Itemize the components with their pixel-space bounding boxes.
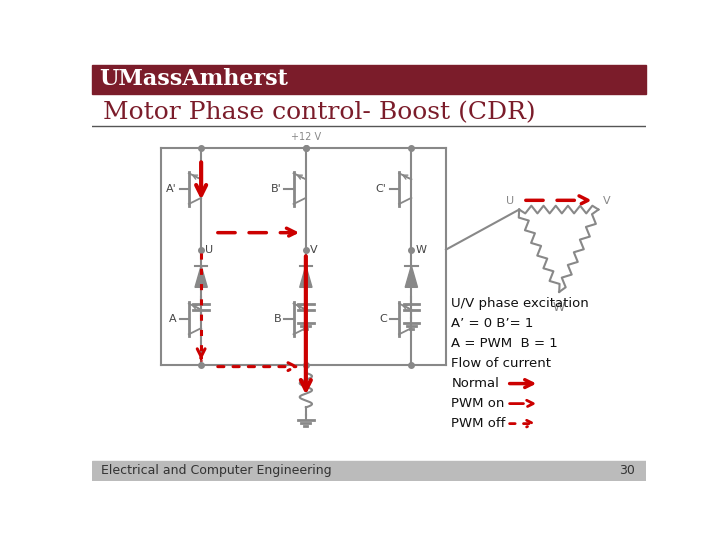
Text: V: V [310,245,318,254]
Text: A’ = 0 B’= 1: A’ = 0 B’= 1 [451,317,534,330]
Text: Normal: Normal [451,377,499,390]
Text: UMassAmherst: UMassAmherst [99,69,289,90]
Text: B': B' [271,184,282,194]
Text: U: U [506,195,515,206]
Text: W: W [553,301,565,314]
Text: A = PWM  B = 1: A = PWM B = 1 [451,337,558,350]
Text: 30: 30 [618,464,634,477]
Text: A: A [169,314,176,324]
Text: U/V phase excitation: U/V phase excitation [451,297,589,310]
Bar [92,65,647,94]
Text: B: B [274,314,282,324]
Text: U: U [205,245,213,254]
Text: PWM off: PWM off [451,417,505,430]
Text: W: W [415,245,426,254]
Text: C': C' [376,184,387,194]
Text: Motor Phase control- Boost (CDR): Motor Phase control- Boost (CDR) [104,101,536,124]
Polygon shape [300,266,312,287]
Text: Flow of current: Flow of current [451,357,552,370]
Text: A': A' [166,184,176,194]
Text: +12 V: +12 V [291,132,321,142]
Text: C: C [379,314,387,324]
Text: V: V [603,195,611,206]
Bar [92,461,647,481]
Polygon shape [195,266,207,287]
Text: PWM on: PWM on [451,397,505,410]
Polygon shape [405,266,418,287]
Text: Electrical and Computer Engineering: Electrical and Computer Engineering [101,464,332,477]
